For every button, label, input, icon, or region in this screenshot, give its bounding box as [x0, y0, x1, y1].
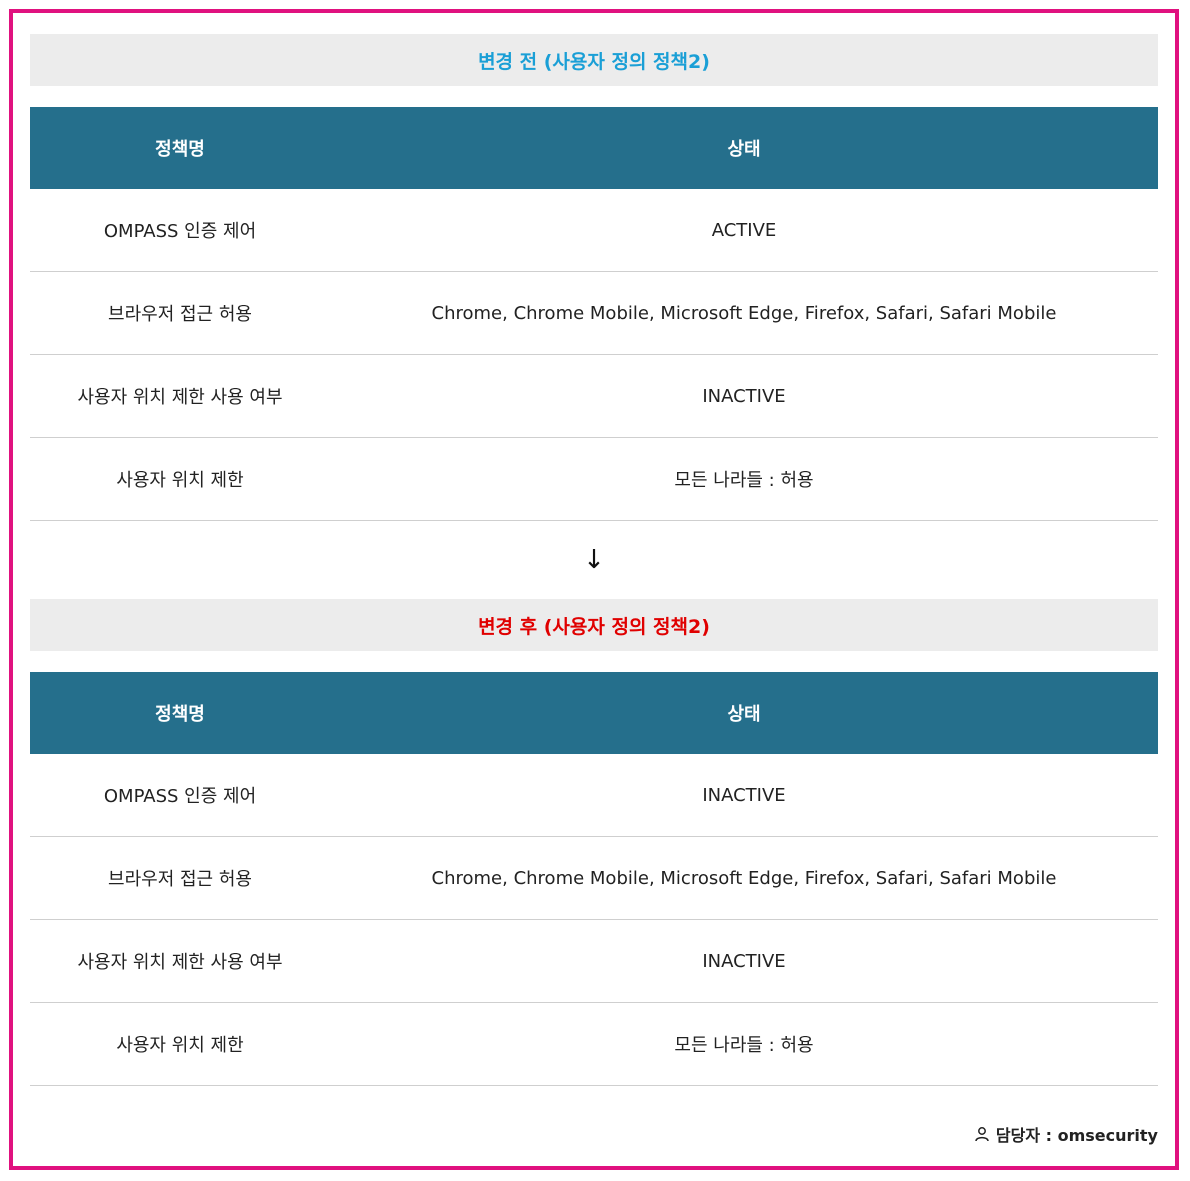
status-cell: INACTIVE — [702, 385, 786, 407]
manager-footer: 담당자 : omsecurity — [30, 1122, 1158, 1146]
policy-name-cell: 사용자 위치 제한 — [116, 470, 244, 491]
table-row: 사용자 위치 제한 모든 나라들 : 허용 — [30, 1003, 1158, 1086]
after-table: 정책명 상태 OMPASS 인증 제어 INACTIVE 브라우저 접근 허용 … — [30, 672, 1158, 1086]
after-title-text: 변경 후 (사용자 정의 정책2) — [478, 615, 710, 638]
table-row: OMPASS 인증 제어 ACTIVE — [30, 189, 1158, 272]
before-table: 정책명 상태 OMPASS 인증 제어 ACTIVE 브라우저 접근 허용 Ch… — [30, 107, 1158, 521]
before-section-title: 변경 전 (사용자 정의 정책2) — [30, 34, 1158, 86]
policy-name-cell: 사용자 위치 제한 — [116, 1035, 244, 1056]
before-table-header: 정책명 상태 — [30, 107, 1158, 189]
header-policy-name: 정책명 — [155, 139, 205, 160]
before-title-text: 변경 전 (사용자 정의 정책2) — [478, 50, 710, 73]
status-cell: Chrome, Chrome Mobile, Microsoft Edge, F… — [431, 867, 1057, 889]
table-row: 사용자 위치 제한 모든 나라들 : 허용 — [30, 438, 1158, 521]
report-frame: 변경 전 (사용자 정의 정책2) 정책명 상태 OMPASS 인증 제어 AC… — [9, 9, 1179, 1170]
table-row: 사용자 위치 제한 사용 여부 INACTIVE — [30, 355, 1158, 438]
table-row: 브라우저 접근 허용 Chrome, Chrome Mobile, Micros… — [30, 837, 1158, 920]
after-table-header: 정책명 상태 — [30, 672, 1158, 754]
header-status: 상태 — [727, 139, 761, 160]
down-arrow-icon: ↓ — [583, 545, 605, 575]
status-cell: INACTIVE — [702, 950, 786, 972]
policy-name-cell: 사용자 위치 제한 사용 여부 — [77, 387, 283, 408]
table-row: 사용자 위치 제한 사용 여부 INACTIVE — [30, 920, 1158, 1003]
status-cell: INACTIVE — [702, 784, 786, 806]
status-cell: ACTIVE — [711, 219, 777, 241]
header-policy-name: 정책명 — [155, 704, 205, 725]
policy-name-cell: 브라우저 접근 허용 — [108, 304, 252, 325]
report-content: 변경 전 (사용자 정의 정책2) 정책명 상태 OMPASS 인증 제어 AC… — [30, 34, 1158, 1146]
status-cell: 모든 나라들 : 허용 — [674, 1035, 814, 1056]
header-status: 상태 — [727, 704, 761, 725]
table-row: 브라우저 접근 허용 Chrome, Chrome Mobile, Micros… — [30, 272, 1158, 355]
person-icon — [975, 1127, 989, 1142]
status-cell: Chrome, Chrome Mobile, Microsoft Edge, F… — [431, 302, 1057, 324]
manager-label: 담당자 : omsecurity — [995, 1126, 1158, 1145]
table-row: OMPASS 인증 제어 INACTIVE — [30, 754, 1158, 837]
after-section-title: 변경 후 (사용자 정의 정책2) — [30, 599, 1158, 651]
policy-name-cell: OMPASS 인증 제어 — [103, 786, 257, 807]
status-cell: 모든 나라들 : 허용 — [674, 470, 814, 491]
policy-name-cell: 브라우저 접근 허용 — [108, 869, 252, 890]
policy-name-cell: OMPASS 인증 제어 — [103, 221, 257, 242]
policy-name-cell: 사용자 위치 제한 사용 여부 — [77, 952, 283, 973]
